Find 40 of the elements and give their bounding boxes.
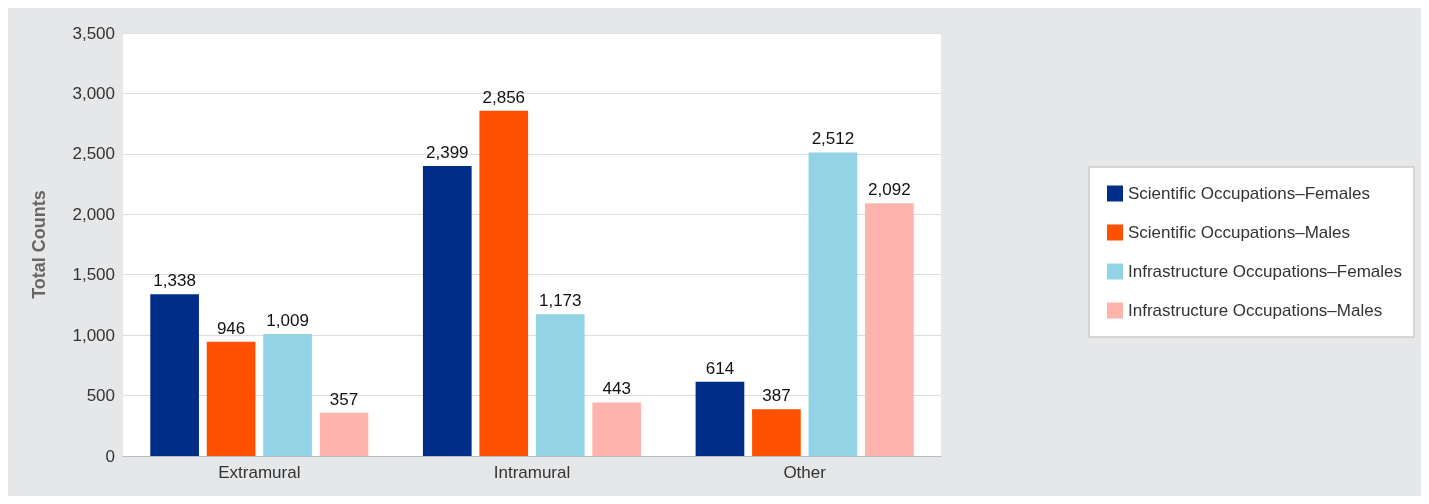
data-label: 2,399 [426,143,469,163]
x-tick-label: Extramural [218,463,301,482]
bar [479,110,529,456]
y-axis-title: Total Counts [29,190,49,299]
data-label: 614 [705,358,735,378]
data-label: 387 [762,386,791,406]
bar [865,203,914,456]
bar [206,341,256,456]
y-tick-label: 0 [105,446,115,466]
y-tick-label: 3,500 [72,23,115,43]
bar [535,314,585,456]
bar [319,412,369,456]
bar [263,334,312,456]
bar [808,152,858,456]
x-tick-label: Other [783,463,827,482]
y-tick-label: 3,000 [72,83,115,103]
legend-label: Scientific Occupations–Females [1127,184,1370,203]
bar [422,166,472,456]
data-label: 2,856 [482,87,526,107]
data-label: 1,009 [266,311,309,331]
y-tick-label: 2,000 [72,204,115,224]
data-label: 2,092 [868,180,911,200]
x-tick-label: Intramural [493,463,571,482]
y-tick-label: 1,500 [72,265,115,285]
y-tick-label: 500 [86,386,115,406]
y-tick-label: 1,000 [72,325,115,345]
legend-label: Infrastructure Occupations–Males [1127,301,1383,320]
bar [592,402,642,456]
data-label: 357 [329,389,359,409]
data-label: 1,173 [538,291,582,311]
y-tick-label: 2,500 [72,144,115,164]
data-label: 1,338 [153,271,196,291]
bar [695,381,745,456]
bar [150,294,199,456]
data-label: 2,512 [811,129,855,149]
bar [752,409,801,456]
data-label: 946 [216,318,246,338]
legend-label: Infrastructure Occupations–Females [1127,262,1403,281]
legend-label: Scientific Occupations–Males [1127,223,1351,242]
data-label: 443 [602,379,631,399]
